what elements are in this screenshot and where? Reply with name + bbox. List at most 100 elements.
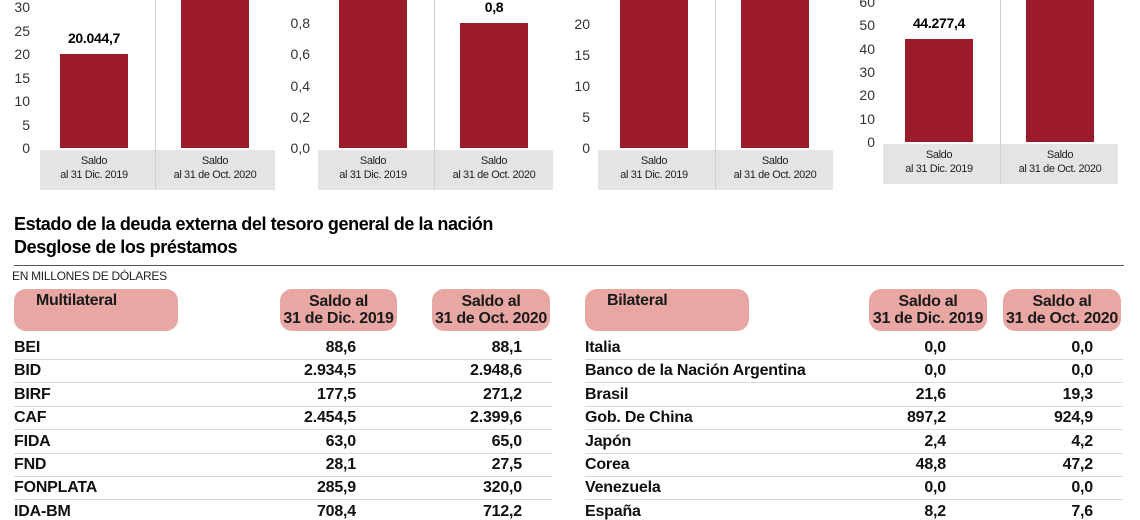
row-name: IDA-BM bbox=[14, 502, 71, 520]
row-name: Italia bbox=[585, 339, 621, 356]
x-tick-label: Saldo al 31 de Oct. 2020 bbox=[1018, 149, 1102, 175]
row-name: Corea bbox=[585, 456, 630, 473]
y-tick-label: 0,2 bbox=[290, 108, 310, 125]
row-value: 712,2 bbox=[482, 502, 522, 520]
column-header: Saldo al 31 de Oct. 2020 bbox=[432, 289, 550, 331]
y-tick-label: 20 bbox=[574, 16, 590, 32]
row-value: 48,8 bbox=[915, 456, 947, 473]
row-name: Venezuela bbox=[585, 479, 661, 497]
separator bbox=[433, 0, 435, 190]
y-tick-label: 15 bbox=[14, 69, 30, 86]
x-tick-label: Saldo al 31 Dic. 2019 bbox=[620, 155, 688, 181]
row-name: FIDA bbox=[14, 432, 51, 450]
y-tick-label: 60 bbox=[859, 0, 875, 10]
separator bbox=[154, 0, 156, 190]
y-tick-label: 0,8 bbox=[290, 15, 310, 31]
row-name: CAF bbox=[14, 409, 47, 427]
x-tick-label: Saldo al 31 de Oct. 2020 bbox=[452, 155, 536, 181]
y-tick-label: 0 bbox=[867, 134, 875, 150]
bar bbox=[1026, 0, 1094, 142]
x-tick-label: Saldo al 31 de Oct. 2020 bbox=[733, 155, 817, 181]
row-value: 2.934,5 bbox=[304, 362, 356, 380]
row-value: 27,5 bbox=[491, 456, 523, 473]
y-tick-label: 25 bbox=[14, 22, 30, 39]
row-value: 2.399,6 bbox=[470, 409, 522, 427]
bar bbox=[905, 38, 973, 142]
row-value: 320,0 bbox=[482, 479, 522, 497]
separator bbox=[714, 0, 716, 190]
bar bbox=[460, 23, 528, 148]
divider bbox=[14, 265, 1124, 266]
row-divider bbox=[585, 382, 1123, 384]
row-value: 924,9 bbox=[1053, 409, 1093, 427]
row-divider bbox=[14, 452, 552, 454]
row-value: 4,2 bbox=[1071, 432, 1093, 450]
row-name: FONPLATA bbox=[14, 479, 98, 497]
row-value: 2.948,6 bbox=[470, 362, 522, 380]
y-tick-label: 15 bbox=[574, 47, 590, 63]
row-value: 28,1 bbox=[325, 456, 357, 473]
row-name: FND bbox=[14, 456, 47, 473]
category-band bbox=[883, 144, 1118, 184]
x-tick-label: Saldo al 31 de Oct. 2020 bbox=[173, 155, 257, 181]
row-name: BEI bbox=[14, 339, 41, 356]
column-header: Saldo al 31 de Dic. 2019 bbox=[280, 289, 397, 331]
row-value: 47,2 bbox=[1062, 456, 1094, 473]
row-value: 88,6 bbox=[325, 339, 357, 356]
subtitle: Desglose de los préstamos bbox=[14, 237, 238, 257]
row-value: 0,0 bbox=[924, 339, 946, 356]
row-divider bbox=[14, 405, 552, 407]
column-header: Bilateral bbox=[585, 289, 749, 331]
row-value: 285,9 bbox=[316, 479, 356, 497]
row-value: 19,3 bbox=[1062, 385, 1094, 403]
row-divider bbox=[585, 452, 1123, 454]
y-tick-label: 50 bbox=[859, 17, 875, 34]
bar bbox=[339, 0, 407, 148]
y-tick-label: 10 bbox=[574, 78, 590, 94]
row-name: BIRF bbox=[14, 385, 51, 403]
separator bbox=[999, 0, 1001, 184]
row-value: 2,4 bbox=[924, 432, 946, 450]
row-value: 897,2 bbox=[906, 409, 946, 427]
row-divider bbox=[585, 499, 1123, 501]
column-header: Multilateral bbox=[14, 289, 178, 331]
column-header: Saldo al 31 de Oct. 2020 bbox=[1003, 289, 1121, 331]
row-name: BID bbox=[14, 362, 41, 380]
bar bbox=[181, 0, 249, 148]
row-divider bbox=[585, 476, 1123, 477]
category-band bbox=[318, 150, 553, 190]
y-tick-label: 5 bbox=[582, 109, 590, 125]
row-name: Japón bbox=[585, 432, 632, 450]
y-tick-label: 0 bbox=[22, 140, 30, 156]
unit-label: EN MILLONES DE DÓLARES bbox=[12, 269, 167, 283]
row-value: 63,0 bbox=[325, 432, 357, 450]
x-tick-label: Saldo al 31 Dic. 2019 bbox=[60, 155, 128, 181]
row-divider bbox=[585, 359, 1123, 360]
row-value: 708,4 bbox=[316, 502, 356, 520]
y-tick-label: 30 bbox=[14, 0, 30, 15]
category-band bbox=[40, 150, 275, 190]
column-header: Saldo al 31 de Dic. 2019 bbox=[869, 289, 987, 331]
y-tick-label: 30 bbox=[859, 64, 875, 80]
title: Estado de la deuda externa del tesoro ge… bbox=[14, 214, 493, 234]
row-divider bbox=[585, 429, 1123, 431]
row-value: 0,0 bbox=[924, 479, 946, 497]
row-value: 8,2 bbox=[924, 502, 946, 520]
y-tick-label: 10 bbox=[859, 110, 875, 127]
row-name: Banco de la Nación Argentina bbox=[585, 362, 806, 380]
row-divider bbox=[14, 429, 552, 431]
row-value: 271,2 bbox=[482, 385, 522, 403]
row-value: 88,1 bbox=[491, 339, 523, 356]
row-divider bbox=[14, 382, 552, 384]
y-tick-label: 10 bbox=[14, 93, 30, 109]
y-tick-label: 20 bbox=[859, 87, 875, 104]
row-name: España bbox=[585, 502, 641, 520]
y-tick-label: 20 bbox=[14, 46, 30, 62]
row-value: 0,0 bbox=[1071, 479, 1093, 497]
y-tick-label: 0 bbox=[582, 140, 590, 156]
y-tick-label: 0,4 bbox=[290, 77, 310, 94]
bar bbox=[741, 0, 809, 148]
row-value: 21,6 bbox=[915, 385, 947, 403]
row-value: 2.454,5 bbox=[304, 409, 356, 427]
